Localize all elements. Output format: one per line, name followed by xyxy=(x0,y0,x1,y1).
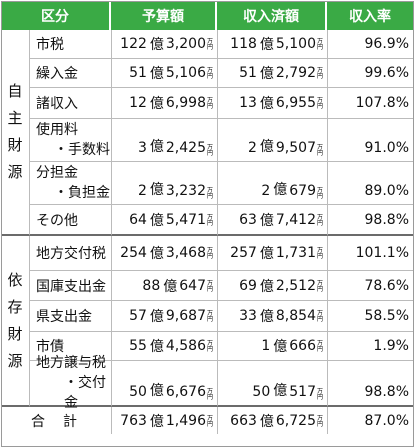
received-value: 50 億 517 万円 xyxy=(217,361,327,407)
row-name: 繰入金 xyxy=(29,59,111,88)
group-dependent-char: 源 xyxy=(7,351,23,370)
received-value: 2 億 679 万円 xyxy=(217,162,327,205)
total-received-value: 663 億 6,725 万円 xyxy=(217,407,327,434)
row-name: 県支出金 xyxy=(29,301,111,332)
row-name: 市債 xyxy=(29,332,111,361)
row-name: 地方譲与税 ・交付金 xyxy=(29,355,111,411)
rate-value: 101.1% xyxy=(327,236,413,271)
received-value: 1 億 666 万円 xyxy=(217,332,327,361)
rate-value: 96.9% xyxy=(327,30,413,59)
rate-value: 89.0% xyxy=(327,162,413,205)
row-name: 市税 xyxy=(29,30,111,59)
budget-value: 64 億 5,471 万円 xyxy=(111,205,217,236)
rate-value: 91.0% xyxy=(327,119,413,162)
received-value: 33 億 8,854 万円 xyxy=(217,301,327,332)
group-own-char: 自 xyxy=(7,82,23,100)
received-value: 69 億 2,512 万円 xyxy=(217,271,327,301)
header-rate: 収入率 xyxy=(327,1,413,30)
header-category: 区分 xyxy=(1,1,111,30)
rate-value: 58.5% xyxy=(327,301,413,332)
budget-value: 122 億 3,200 万円 xyxy=(111,30,217,59)
group-own-char: 財 xyxy=(7,136,23,154)
budget-value: 57 億 9,687 万円 xyxy=(111,301,217,332)
group-dependent-revenue: 依 存 財 源 xyxy=(1,236,29,407)
budget-value: 88 億 647 万円 xyxy=(111,271,217,301)
rate-value: 98.8% xyxy=(327,361,413,407)
group-own-char: 源 xyxy=(7,163,23,181)
row-name: その他 xyxy=(29,205,111,236)
rate-value: 98.8% xyxy=(327,205,413,236)
row-name: 諸収入 xyxy=(29,88,111,119)
row-name: 国庫支出金 xyxy=(29,271,111,301)
rate-value: 78.6% xyxy=(327,271,413,301)
budget-value: 2 億 3,232 万円 xyxy=(111,162,217,205)
group-dependent-char: 存 xyxy=(7,297,23,316)
rate-value: 107.8% xyxy=(327,88,413,119)
row-name: 使用料 ・手数料 xyxy=(29,119,111,162)
group-dependent-char: 依 xyxy=(7,270,23,289)
received-value: 2 億 9,507 万円 xyxy=(217,119,327,162)
group-own-revenue: 自 主 財 源 xyxy=(1,30,29,236)
budget-value: 55 億 4,586 万円 xyxy=(111,332,217,361)
budget-value: 50 億 6,676 万円 xyxy=(111,361,217,407)
row-name: 地方交付税 xyxy=(29,236,111,271)
budget-value: 51 億 5,106 万円 xyxy=(111,59,217,88)
header-budget: 予算額 xyxy=(111,1,217,30)
budget-value: 12 億 6,998 万円 xyxy=(111,88,217,119)
group-own-char: 主 xyxy=(7,109,23,127)
budget-value: 254 億 3,468 万円 xyxy=(111,236,217,271)
header-received: 収入済額 xyxy=(217,1,327,30)
received-value: 63 億 7,412 万円 xyxy=(217,205,327,236)
received-value: 257 億 1,731 万円 xyxy=(217,236,327,271)
total-budget-value: 763 億 1,496 万円 xyxy=(111,407,217,434)
row-name: 分担金 ・負担金 xyxy=(29,162,111,205)
rate-value: 1.9% xyxy=(327,332,413,361)
total-rate-value: 87.0% xyxy=(327,407,413,434)
group-dependent-char: 財 xyxy=(7,324,23,343)
budget-value: 3 億 2,425 万円 xyxy=(111,119,217,162)
received-value: 51 億 2,792 万円 xyxy=(217,59,327,88)
total-label: 合計 xyxy=(31,413,95,430)
received-value: 118 億 5,100 万円 xyxy=(217,30,327,59)
received-value: 13 億 6,955 万円 xyxy=(217,88,327,119)
rate-value: 99.6% xyxy=(327,59,413,88)
revenue-table: 区分 予算額 収入済額 収入率 自 主 財 源 市税 122 億 3,200 万円 1… xyxy=(1,1,415,434)
